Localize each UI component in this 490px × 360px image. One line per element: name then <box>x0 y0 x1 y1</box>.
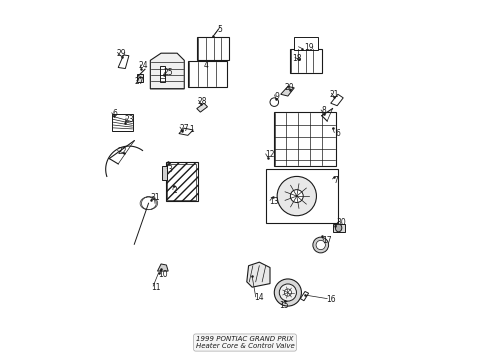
Bar <box>137 73 143 82</box>
Bar <box>273 112 336 166</box>
Text: 13: 13 <box>269 197 278 206</box>
Polygon shape <box>300 292 309 301</box>
Text: 30: 30 <box>337 219 346 228</box>
Polygon shape <box>150 53 184 89</box>
Circle shape <box>284 289 292 296</box>
Text: 20: 20 <box>285 83 294 92</box>
Text: 2: 2 <box>173 186 178 195</box>
Text: 5: 5 <box>218 26 222 35</box>
Bar <box>167 163 196 200</box>
Polygon shape <box>331 94 343 106</box>
Text: 19: 19 <box>304 43 314 52</box>
Text: 12: 12 <box>265 150 275 159</box>
Bar <box>188 62 227 87</box>
Text: 6: 6 <box>112 109 117 118</box>
Text: 22: 22 <box>117 147 126 156</box>
Bar <box>160 66 165 82</box>
Text: 10: 10 <box>158 270 168 279</box>
Bar <box>162 166 168 180</box>
Text: 28: 28 <box>197 97 207 106</box>
Text: 14: 14 <box>254 293 264 302</box>
Polygon shape <box>157 264 168 271</box>
Text: 24: 24 <box>138 61 148 70</box>
Text: 8: 8 <box>321 106 326 115</box>
Polygon shape <box>281 86 294 96</box>
Circle shape <box>316 240 325 249</box>
Text: 15: 15 <box>279 301 289 310</box>
Bar <box>112 113 133 131</box>
Circle shape <box>291 190 303 203</box>
Bar <box>197 37 229 60</box>
Text: 3: 3 <box>168 165 172 174</box>
Ellipse shape <box>335 224 342 232</box>
Text: 1: 1 <box>189 126 194 135</box>
Bar <box>267 169 338 223</box>
Bar <box>333 224 345 232</box>
Polygon shape <box>179 128 193 135</box>
Text: 27: 27 <box>135 77 145 86</box>
Text: 29: 29 <box>117 49 126 58</box>
Circle shape <box>313 237 329 253</box>
Circle shape <box>279 284 296 301</box>
Bar <box>290 49 322 73</box>
Circle shape <box>270 98 279 107</box>
Text: 25: 25 <box>163 68 173 77</box>
Circle shape <box>277 176 317 216</box>
Polygon shape <box>118 55 129 68</box>
Text: 7: 7 <box>334 176 339 185</box>
Text: 11: 11 <box>151 283 160 292</box>
Circle shape <box>274 279 301 306</box>
Text: 16: 16 <box>326 295 336 304</box>
Bar <box>166 162 198 202</box>
Text: 18: 18 <box>292 54 301 63</box>
Bar <box>294 37 318 50</box>
Text: 6: 6 <box>336 129 341 138</box>
Text: 17: 17 <box>322 236 332 245</box>
Text: 9: 9 <box>275 91 280 100</box>
Text: 1999 PONTIAC GRAND PRIX
Heater Core & Control Valve: 1999 PONTIAC GRAND PRIX Heater Core & Co… <box>196 336 294 349</box>
Text: 31: 31 <box>151 193 161 202</box>
Text: 23: 23 <box>124 115 134 124</box>
Polygon shape <box>247 262 270 287</box>
Text: 4: 4 <box>203 61 208 70</box>
Text: 27: 27 <box>179 124 189 133</box>
Text: 21: 21 <box>330 90 339 99</box>
Polygon shape <box>197 103 207 112</box>
